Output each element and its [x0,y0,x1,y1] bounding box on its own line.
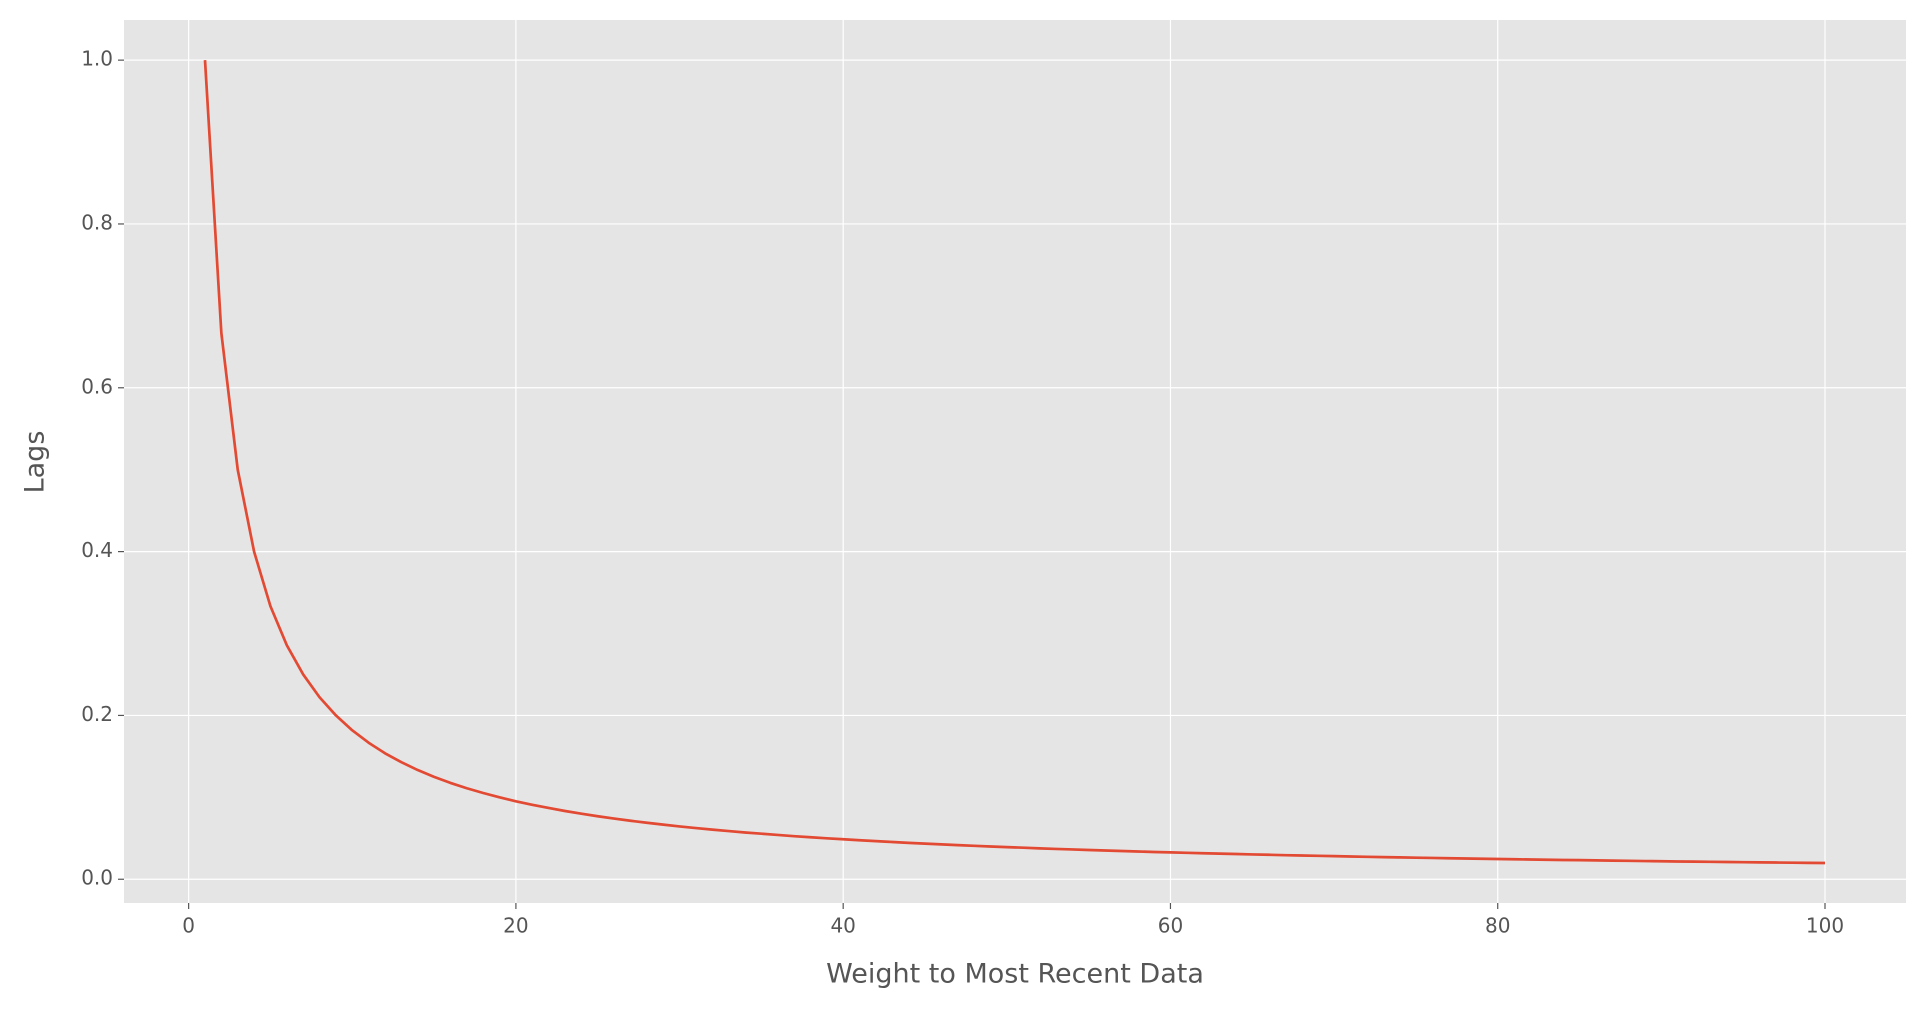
x-tick-label: 0 [182,914,195,938]
x-axis-label: Weight to Most Recent Data [826,959,1204,990]
y-tick-label: 0.0 [81,866,113,890]
y-tick-label: 0.2 [81,702,113,726]
y-tick-label: 0.4 [81,538,113,562]
marks [203,60,1826,865]
y-tick-label: 0.8 [81,210,113,234]
x-tick-label: 80 [1485,914,1510,938]
y-tick-label: 0.6 [81,374,113,398]
line [203,60,1826,865]
y-tick-label: 1.0 [81,47,113,71]
y-axis-label: Lags [20,431,51,494]
x-tick-label: 100 [1806,914,1844,938]
x-tick-label: 40 [830,914,855,938]
x-tick-label: 60 [1158,914,1183,938]
plot-area [124,20,1906,903]
grid [118,20,1906,909]
x-tick-label: 20 [503,914,528,938]
